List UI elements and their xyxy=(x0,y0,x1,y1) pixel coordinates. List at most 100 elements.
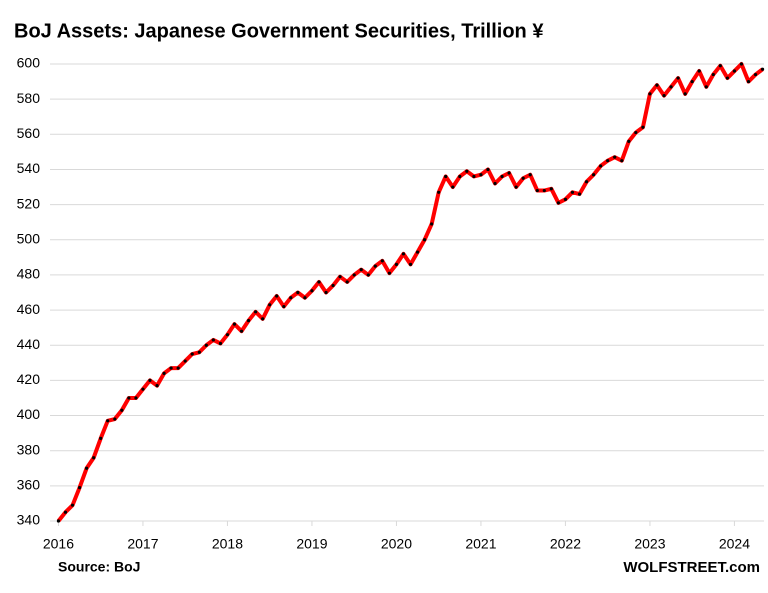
data-point xyxy=(120,408,124,412)
data-point xyxy=(282,304,286,309)
data-point xyxy=(690,79,694,84)
data-point xyxy=(479,173,483,177)
data-point xyxy=(359,268,363,272)
y-tick-label: 560 xyxy=(17,125,41,141)
data-point xyxy=(746,79,751,84)
data-point xyxy=(380,259,384,263)
data-point xyxy=(634,130,638,135)
data-point xyxy=(760,67,765,71)
y-tick-label: 360 xyxy=(17,477,41,493)
data-point xyxy=(422,238,427,242)
data-point xyxy=(218,341,223,346)
data-point xyxy=(753,72,758,77)
data-point xyxy=(430,222,434,226)
x-tick-label: 2024 xyxy=(719,536,750,552)
data-point xyxy=(542,188,546,193)
y-tick-label: 400 xyxy=(17,406,41,422)
data-point xyxy=(394,262,399,266)
y-tick-label: 340 xyxy=(17,512,41,528)
data-point xyxy=(84,466,89,470)
data-point xyxy=(310,289,314,293)
data-point xyxy=(176,366,180,370)
data-point xyxy=(387,271,392,275)
y-tick-label: 600 xyxy=(17,55,41,71)
data-point xyxy=(63,510,68,514)
data-point xyxy=(697,69,701,73)
data-point xyxy=(493,181,497,186)
data-point xyxy=(739,62,744,66)
x-tick-label: 2020 xyxy=(381,536,412,552)
y-tick-label: 380 xyxy=(17,441,41,457)
data-point xyxy=(591,173,596,177)
data-point xyxy=(606,159,610,163)
data-point xyxy=(155,384,159,388)
data-point xyxy=(331,283,335,288)
data-point xyxy=(268,303,272,307)
data-point xyxy=(352,273,356,277)
data-point xyxy=(296,290,300,295)
data-point xyxy=(648,92,652,96)
data-point xyxy=(56,519,61,523)
data-point xyxy=(613,155,617,159)
x-tick-label: 2016 xyxy=(43,536,74,552)
data-point xyxy=(401,252,406,256)
data-point xyxy=(465,169,469,173)
y-tick-label: 480 xyxy=(17,266,41,282)
data-point xyxy=(711,72,715,77)
data-point xyxy=(514,185,518,189)
data-point xyxy=(134,396,138,400)
chart-title: BoJ Assets: Japanese Government Securiti… xyxy=(14,20,544,42)
data-point xyxy=(507,171,511,175)
data-point xyxy=(190,352,194,356)
y-tick-label: 520 xyxy=(17,195,41,211)
data-point xyxy=(106,419,110,423)
data-point xyxy=(408,262,413,266)
data-point xyxy=(303,296,307,300)
data-point xyxy=(662,94,666,98)
data-point xyxy=(317,280,321,284)
data-point xyxy=(549,187,553,191)
data-point xyxy=(437,190,441,194)
data-point xyxy=(239,329,244,333)
data-point xyxy=(627,139,631,143)
data-point xyxy=(197,350,201,354)
data-point xyxy=(183,359,187,363)
data-point xyxy=(732,69,737,73)
data-point xyxy=(704,85,708,89)
data-point xyxy=(641,125,645,129)
data-line xyxy=(56,62,764,523)
credit: WOLFSTREET.com xyxy=(623,559,760,576)
data-point xyxy=(246,319,251,323)
data-point xyxy=(451,185,455,189)
data-point xyxy=(669,85,673,89)
data-point xyxy=(92,456,96,460)
y-tick-label: 460 xyxy=(17,301,41,317)
data-point xyxy=(486,167,490,172)
data-point xyxy=(599,164,603,168)
data-point xyxy=(275,294,279,298)
y-tick-label: 500 xyxy=(17,230,41,246)
y-tick-label: 440 xyxy=(17,336,41,352)
data-point xyxy=(570,190,575,194)
y-tick-label: 420 xyxy=(17,371,41,387)
data-point xyxy=(127,396,131,400)
x-tick-label: 2022 xyxy=(550,536,581,552)
data-point xyxy=(324,290,328,295)
data-point xyxy=(225,333,230,337)
data-point xyxy=(261,317,265,321)
data-point xyxy=(458,174,462,179)
data-point xyxy=(472,174,476,179)
data-point xyxy=(148,378,152,382)
data-point xyxy=(535,188,539,193)
data-point xyxy=(683,92,687,96)
x-tick-label: 2021 xyxy=(465,536,496,552)
y-tick-label: 580 xyxy=(17,90,41,106)
data-point xyxy=(655,83,659,87)
data-point xyxy=(70,503,75,507)
data-point xyxy=(204,343,208,347)
data-point xyxy=(521,176,525,180)
data-point xyxy=(528,173,532,177)
data-point xyxy=(113,417,117,421)
